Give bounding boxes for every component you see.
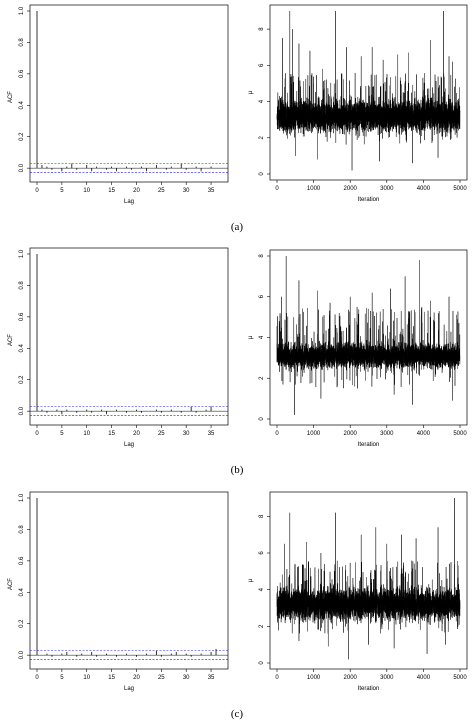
- acf1-xlabel: Lag: [124, 442, 134, 448]
- acf2-frame: [29, 491, 229, 670]
- trace1-trace-line: [276, 255, 461, 415]
- trace1-xtick-label: 2000: [344, 431, 358, 437]
- trace2-xtick-label: 4000: [417, 675, 431, 681]
- trace0-xtick-label: 1000: [307, 186, 321, 192]
- trace1-xlabel: Iteration: [358, 442, 380, 448]
- acf2-ytick-label: 0.0: [19, 650, 25, 659]
- trace0-frame: [269, 4, 468, 181]
- acf1-ytick-label: 0.4: [19, 343, 25, 352]
- acf2-ytick-label: 0.6: [19, 556, 25, 565]
- acf0-xtick-label: 20: [133, 188, 140, 194]
- trace1-ytick-label: 4: [259, 335, 265, 339]
- trace0-ytick-label: 8: [259, 27, 265, 31]
- acf2-xtick-label: 25: [158, 675, 165, 681]
- trace0-xtick-label: 5000: [453, 186, 467, 192]
- acf1-xtick-label: 0: [35, 431, 39, 437]
- acf0-xtick-label: 0: [35, 188, 39, 194]
- trace1-ytick-label: 2: [259, 376, 265, 380]
- acf1-ytick-label: 0.2: [19, 375, 25, 384]
- acf1-ytick-label: 0.8: [19, 281, 25, 290]
- acf2-xtick-label: 5: [60, 675, 64, 681]
- acf0-xtick-label: 30: [183, 188, 190, 194]
- acf2-ylabel: ACF: [8, 578, 14, 590]
- acf0-xlabel: Lag: [124, 199, 134, 205]
- trace2-ytick-label: 6: [259, 551, 265, 555]
- trace2-ylabel: μ: [248, 578, 254, 582]
- trace0-trace-line: [276, 10, 461, 171]
- trace2-ytick-label: 8: [259, 514, 265, 518]
- acf1-xtick-label: 15: [108, 431, 115, 437]
- caption-c: (c): [230, 708, 244, 720]
- trace2-xlabel: Iteration: [358, 686, 380, 692]
- acf1-frame: [29, 247, 229, 426]
- acf1-xtick-label: 35: [208, 431, 215, 437]
- trace2-xtick-label: 1000: [307, 675, 321, 681]
- acf0-xtick-label: 5: [60, 188, 64, 194]
- trace1-xtick-label: 1000: [307, 431, 321, 437]
- acf1-xtick-label: 5: [60, 431, 64, 437]
- acf1-ytick-label: 1.0: [19, 249, 25, 258]
- acf1-ytick-label: 0.6: [19, 312, 25, 321]
- caption-a: (a): [230, 221, 244, 233]
- trace0-ytick-label: 0: [259, 172, 265, 176]
- acf2-ytick-label: 0.4: [19, 587, 25, 596]
- trace0-ytick-label: 2: [259, 135, 265, 139]
- acf0-ytick-label: 0.6: [19, 69, 25, 78]
- trace0-ytick-label: 4: [259, 99, 265, 103]
- trace1-ytick-label: 6: [259, 294, 265, 298]
- trace1-ytick-label: 8: [259, 254, 265, 258]
- acf2-xlabel: Lag: [124, 686, 134, 692]
- acf0-xtick-label: 10: [83, 188, 90, 194]
- acf2-xtick-label: 0: [35, 675, 39, 681]
- trace2-ytick-label: 4: [259, 587, 265, 591]
- acf2-xtick-label: 30: [183, 675, 190, 681]
- acf1-ytick-label: 0.0: [19, 406, 25, 415]
- acf0-ytick-label: 0.2: [19, 132, 25, 141]
- trace2-ytick-label: 2: [259, 624, 265, 628]
- acf0-ytick-label: 0.8: [19, 38, 25, 47]
- acf0-ytick-label: 1.0: [19, 6, 25, 15]
- trace2-xtick-label: 5000: [453, 675, 467, 681]
- acf2-xtick-label: 35: [208, 675, 215, 681]
- acf0-xtick-label: 15: [108, 188, 115, 194]
- acf0-frame: [29, 4, 229, 183]
- trace0-xtick-label: 2000: [344, 186, 358, 192]
- trace2-xtick-label: 2000: [344, 675, 358, 681]
- trace1-xtick-label: 0: [275, 431, 279, 437]
- trace1-xtick-label: 5000: [453, 431, 467, 437]
- trace0-xtick-label: 3000: [380, 186, 394, 192]
- trace2-ytick-label: 0: [259, 661, 265, 665]
- trace2-frame: [269, 491, 468, 670]
- acf0-xtick-label: 25: [158, 188, 165, 194]
- acf1-xtick-label: 10: [83, 431, 90, 437]
- acf2-ytick-label: 0.2: [19, 619, 25, 628]
- acf2-ytick-label: 1.0: [19, 493, 25, 502]
- acf0-xtick-label: 35: [208, 188, 215, 194]
- trace0-ytick-label: 6: [259, 63, 265, 67]
- acf2-xtick-label: 20: [133, 675, 140, 681]
- acf0-ylabel: ACF: [8, 91, 14, 103]
- acf0-ytick-label: 0.0: [19, 163, 25, 172]
- trace0-xtick-label: 0: [275, 186, 279, 192]
- trace0-xlabel: Iteration: [358, 197, 380, 203]
- acf0-ytick-label: 0.4: [19, 100, 25, 109]
- acf2-xtick-label: 15: [108, 675, 115, 681]
- trace1-xtick-label: 4000: [417, 431, 431, 437]
- trace0-xtick-label: 4000: [417, 186, 431, 192]
- acf2-xtick-label: 10: [83, 675, 90, 681]
- trace1-xtick-label: 3000: [380, 431, 394, 437]
- acf1-xtick-label: 25: [158, 431, 165, 437]
- acf1-ylabel: ACF: [8, 334, 14, 346]
- trace2-xtick-label: 0: [275, 675, 279, 681]
- trace2-trace-line: [276, 497, 461, 660]
- trace2-xtick-label: 3000: [380, 675, 394, 681]
- caption-b: (b): [230, 464, 244, 476]
- trace1-ylabel: μ: [248, 335, 254, 339]
- acf1-xtick-label: 30: [183, 431, 190, 437]
- acf1-xtick-label: 20: [133, 431, 140, 437]
- trace0-ylabel: μ: [248, 90, 254, 94]
- trace1-ytick-label: 0: [259, 417, 265, 421]
- acf2-ytick-label: 0.8: [19, 525, 25, 534]
